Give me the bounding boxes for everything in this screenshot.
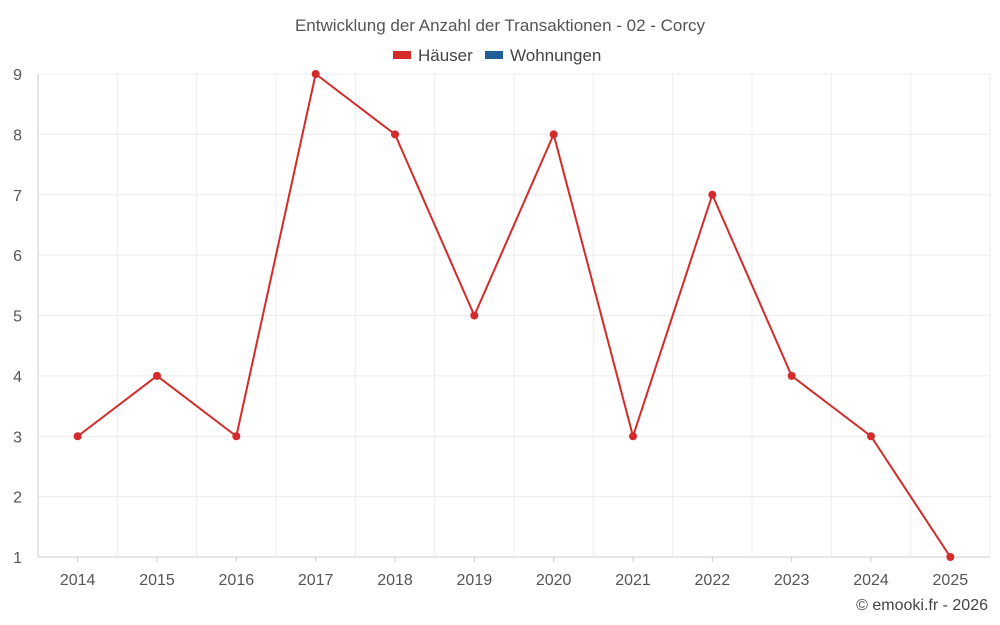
credit-text: © emooki.fr - 2026 [856, 597, 988, 614]
x-tick-label: 2014 [60, 572, 96, 589]
data-point[interactable] [867, 432, 875, 441]
chart-title: Entwicklung der Anzahl der Transaktionen… [295, 16, 706, 35]
y-axis: 1 2 3 4 5 6 7 8 9 [13, 67, 22, 567]
x-tick-label: 2023 [774, 572, 810, 589]
y-tick-label: 6 [13, 248, 22, 265]
x-tick-label: 2022 [695, 572, 731, 589]
grid [37, 73, 991, 558]
legend-swatch-haeuser [393, 51, 411, 59]
data-point[interactable] [708, 190, 717, 199]
y-tick-label: 1 [13, 550, 22, 567]
data-point[interactable] [311, 70, 320, 78]
y-tick-label: 3 [13, 429, 22, 446]
x-tick-label: 2017 [298, 572, 334, 589]
y-tick-label: 7 [13, 188, 22, 205]
series-haeuser [73, 70, 955, 561]
legend-swatch-wohnungen [485, 51, 503, 59]
x-axis: 2014 2015 2016 2017 2018 2019 2020 2021 2022 2023… [60, 557, 968, 589]
data-point[interactable] [549, 130, 558, 139]
x-tick-label: 2020 [536, 572, 572, 589]
x-tick-label: 2021 [615, 572, 651, 589]
data-point[interactable] [232, 432, 241, 441]
data-point[interactable] [73, 432, 82, 441]
y-tick-label: 5 [13, 309, 22, 326]
x-tick-label: 2025 [933, 572, 969, 589]
legend-label-wohnungen[interactable]: Wohnungen [510, 46, 601, 65]
y-tick-label: 8 [13, 127, 22, 144]
data-point[interactable] [470, 311, 479, 320]
x-tick-label: 2015 [139, 572, 175, 589]
x-tick-label: 2016 [219, 572, 255, 589]
y-tick-label: 2 [13, 490, 22, 507]
x-tick-label: 2024 [853, 572, 889, 589]
data-point[interactable] [629, 432, 637, 441]
x-tick-label: 2018 [377, 572, 413, 589]
legend-label-haeuser[interactable]: Häuser [418, 46, 473, 65]
series-line [77, 73, 952, 558]
legend: Häuser Wohnungen [393, 46, 601, 65]
data-point[interactable] [946, 553, 955, 561]
data-point[interactable] [787, 371, 796, 380]
x-tick-label: 2019 [457, 572, 493, 589]
y-tick-label: 9 [13, 67, 22, 84]
data-point[interactable] [391, 130, 399, 139]
y-tick-label: 4 [13, 369, 22, 386]
data-point[interactable] [153, 371, 161, 380]
